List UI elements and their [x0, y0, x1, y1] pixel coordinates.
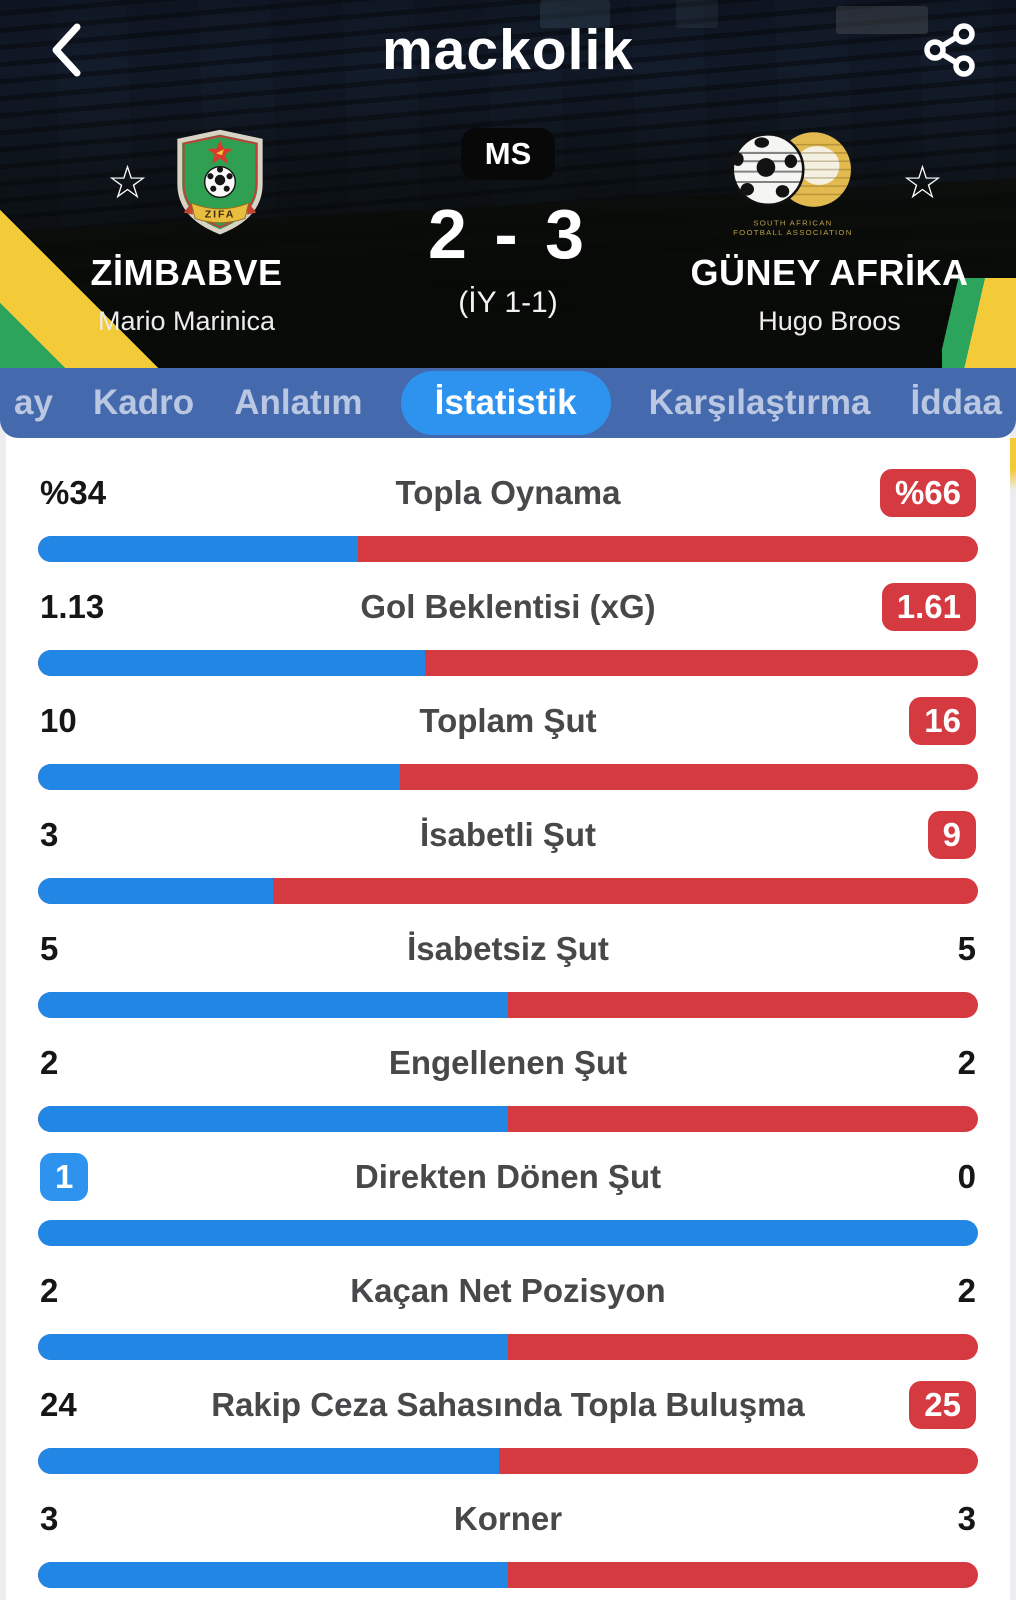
- stat-bar: [38, 1220, 978, 1246]
- home-team-manager: Mario Marinica: [97, 306, 276, 336]
- stat-away-value: 5: [957, 930, 976, 967]
- match-status-badge: MS: [460, 128, 556, 180]
- match-tab-bar: ay Kadro Anlatım İstatistik Karşılaştırm…: [0, 368, 1016, 438]
- share-icon: [924, 23, 975, 77]
- stat-bar-home-fill: [38, 1448, 499, 1474]
- score: 2 - 3: [427, 195, 589, 273]
- stat-bar-home-fill: [38, 536, 358, 562]
- halftime-score: (İY 1-1): [458, 286, 558, 319]
- match-summary: ☆ ZIFA: [0, 126, 1016, 337]
- stat-label: Kaçan Net Pozisyon: [350, 1272, 666, 1309]
- stat-bar: [38, 1562, 978, 1588]
- stat-label: Toplam Şut: [419, 702, 597, 739]
- stat-row: 3 İsabetli Şut 9: [6, 794, 1010, 908]
- stat-home-value: 1: [40, 1153, 190, 1201]
- stat-bar-home-fill: [38, 878, 273, 904]
- stat-bar: [38, 764, 978, 790]
- stat-row: 10 Toplam Şut 16: [6, 680, 1010, 794]
- stat-bar: [38, 1106, 978, 1132]
- stat-home-value: 5: [40, 930, 59, 967]
- stat-home-value: %34: [40, 474, 107, 511]
- stat-bar: [38, 536, 978, 562]
- stat-bar-home-fill: [38, 1562, 508, 1588]
- stat-row: 24 Rakip Ceza Sahasında Topla Buluşma 25: [6, 1364, 1010, 1478]
- stat-home-value: 24: [40, 1386, 77, 1423]
- flag-stripe-sliver-decor: [1008, 438, 1016, 490]
- top-app-bar: mackolik: [0, 0, 1016, 100]
- stat-away-value: 16: [826, 697, 976, 745]
- stat-home-value: 1.13: [40, 588, 105, 625]
- away-team-manager: Hugo Broos: [758, 306, 901, 336]
- stat-away-value: 9: [826, 811, 976, 859]
- stat-row: 2 Engellenen Şut 2: [6, 1022, 1010, 1136]
- stat-bar-home-fill: [38, 1220, 978, 1246]
- tab-kadro[interactable]: Kadro: [93, 383, 195, 422]
- stat-row: 2 Kaçan Net Pozisyon 2: [6, 1250, 1010, 1364]
- flag-stripe-right-decor: [942, 278, 1016, 368]
- stat-label: İsabetli Şut: [419, 816, 597, 853]
- stat-away-value: 0: [957, 1158, 976, 1195]
- stat-label: Rakip Ceza Sahasında Topla Buluşma: [211, 1386, 805, 1423]
- flag-stripe-left-decor: [0, 206, 172, 368]
- tab-istatistik[interactable]: İstatistik: [400, 371, 611, 435]
- stat-bar-home-fill: [38, 764, 400, 790]
- home-team[interactable]: ☆ ZIFA: [0, 126, 373, 337]
- stat-bar: [38, 1448, 978, 1474]
- stat-list: %34 Topla Oynama %66 1.13 Gol Beklentisi…: [6, 452, 1010, 1592]
- favorite-star-away[interactable]: ☆: [901, 155, 944, 209]
- stat-label: Engellenen Şut: [388, 1044, 628, 1081]
- stat-home-value: 3: [40, 816, 59, 853]
- stat-label: İsabetsiz Şut: [407, 930, 609, 967]
- share-button[interactable]: [920, 20, 980, 80]
- stat-home-value: 2: [40, 1044, 59, 1081]
- stat-bar: [38, 1334, 978, 1360]
- stat-row: 1 Direkten Dönen Şut 0: [6, 1136, 1010, 1250]
- stat-bar-home-fill: [38, 1106, 508, 1132]
- safa-caption-line2: FOOTBALL ASSOCIATION: [733, 228, 852, 237]
- away-team-crest: SOUTH AFRICAN FOOTBALL ASSOCIATION: [731, 132, 852, 237]
- tab-anlatim[interactable]: Anlatım: [234, 383, 363, 422]
- stat-home-value: 2: [40, 1272, 59, 1309]
- chevron-left-icon: [52, 23, 81, 77]
- stat-bar-home-fill: [38, 650, 426, 676]
- stat-bar: [38, 650, 978, 676]
- home-team-name: ZİMBABVE: [90, 252, 283, 293]
- stat-home-value: 10: [40, 702, 77, 739]
- tab-karsilastirma[interactable]: Karşılaştırma: [648, 383, 871, 422]
- tab-olay-partial[interactable]: ay: [14, 383, 53, 422]
- stat-label: Direkten Dönen Şut: [354, 1158, 662, 1195]
- tab-iddaa[interactable]: İddaa: [910, 383, 1002, 422]
- stat-home-value: 3: [40, 1500, 59, 1537]
- app-logo: mackolik: [382, 18, 634, 82]
- stat-row: %34 Topla Oynama %66: [6, 452, 1010, 566]
- stat-label: Topla Oynama: [395, 474, 621, 511]
- stat-label: Gol Beklentisi (xG): [360, 588, 656, 625]
- score-block: MS 2 - 3 (İY 1-1): [373, 126, 643, 320]
- away-team-name: GÜNEY AFRİKA: [690, 252, 969, 293]
- crest-zifa-text: ZIFA: [205, 208, 235, 220]
- stat-away-value: 2: [957, 1272, 976, 1309]
- stat-row: 5 İsabetsiz Şut 5: [6, 908, 1010, 1022]
- stat-away-value: 1.61: [826, 583, 976, 631]
- safa-caption-line1: SOUTH AFRICAN: [753, 219, 832, 228]
- stat-away-value: 25: [826, 1381, 976, 1429]
- statistics-panel: %34 Topla Oynama %66 1.13 Gol Beklentisi…: [6, 422, 1010, 1600]
- stat-away-value: %66: [826, 469, 976, 517]
- home-team-crest: ZIFA: [177, 129, 263, 235]
- stat-away-value: 3: [957, 1500, 976, 1537]
- stat-label: Korner: [453, 1500, 563, 1537]
- stat-bar-home-fill: [38, 992, 508, 1018]
- favorite-star-home[interactable]: ☆: [106, 155, 149, 209]
- stat-row: 3 Korner 3: [6, 1478, 1010, 1592]
- match-header: mackolik ☆: [0, 0, 1016, 368]
- stat-bar: [38, 878, 978, 904]
- back-button[interactable]: [36, 20, 96, 80]
- away-team[interactable]: SOUTH AFRICAN FOOTBALL ASSOCIATION ☆ GÜN…: [643, 126, 1016, 337]
- stat-row: 1.13 Gol Beklentisi (xG) 1.61: [6, 566, 1010, 680]
- stat-bar: [38, 992, 978, 1018]
- stat-bar-home-fill: [38, 1334, 508, 1360]
- stat-away-value: 2: [957, 1044, 976, 1081]
